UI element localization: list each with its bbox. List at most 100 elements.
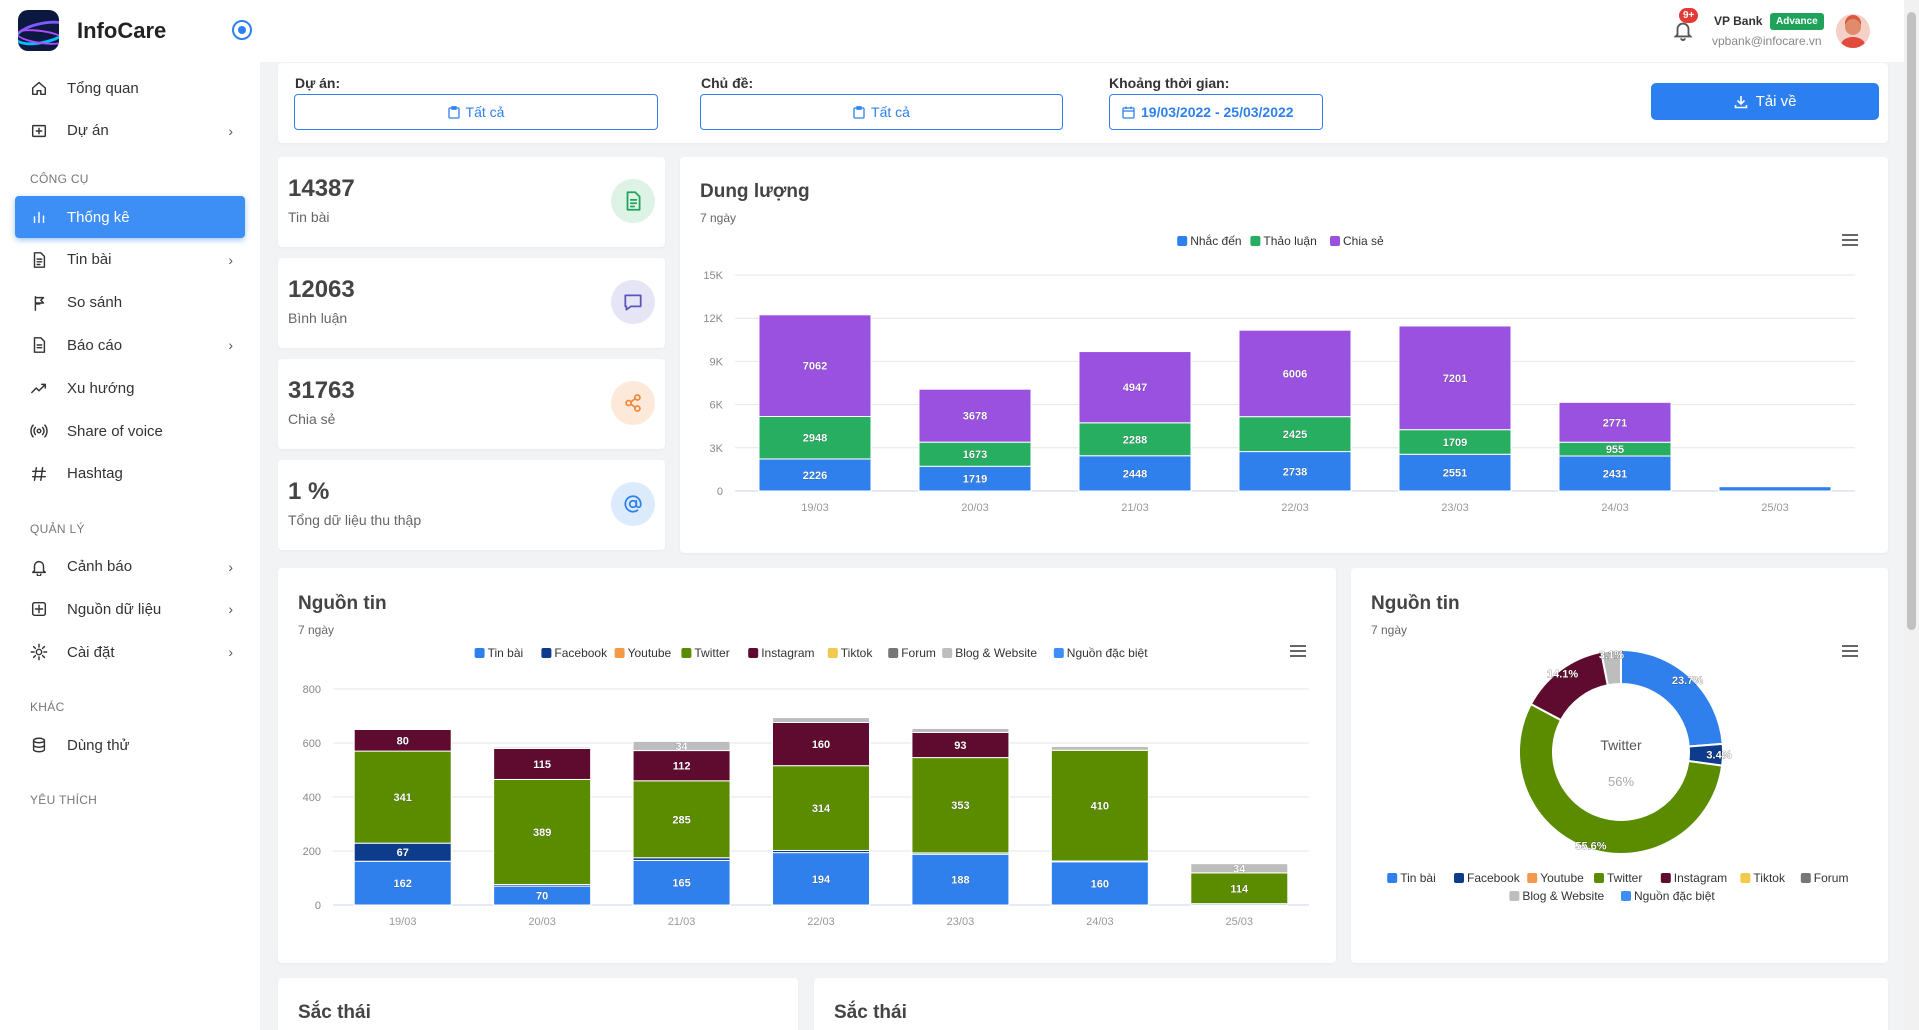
- data-label: 2226: [803, 470, 827, 482]
- donut-center-value: 56%: [1608, 774, 1634, 789]
- date-range-picker[interactable]: 19/03/2022 - 25/03/2022: [1109, 94, 1323, 130]
- bar-segment: [1190, 872, 1289, 905]
- sidebar-item-nguon-du-lieu[interactable]: Nguồn dữ liệu ›: [15, 588, 245, 630]
- download-label: Tải về: [1755, 93, 1797, 110]
- sidebar-item-hashtag[interactable]: Hashtag: [15, 453, 245, 495]
- x-tick-label: 20/03: [961, 502, 989, 514]
- chevron-right-icon: ›: [228, 337, 233, 354]
- bar-segment: [632, 780, 731, 859]
- legend-swatch: [1509, 891, 1520, 901]
- x-tick-label: 23/03: [1441, 502, 1469, 514]
- chart-menu-icon[interactable]: [1290, 645, 1306, 657]
- legend-item: Twitter: [1607, 871, 1642, 885]
- stat-value: 14387: [288, 175, 355, 202]
- section-label-khac: KHÁC: [30, 700, 65, 714]
- user-name[interactable]: VP Bank: [1714, 14, 1763, 28]
- data-label: 285: [672, 814, 690, 826]
- stat-value: 31763: [288, 377, 355, 404]
- compare-icon: [29, 293, 49, 313]
- data-label: 194: [812, 874, 831, 886]
- data-label: 2948: [803, 433, 827, 445]
- legend-item: Tin bài: [488, 646, 524, 660]
- chart-menu-icon[interactable]: [1842, 645, 1858, 657]
- data-label: 188: [951, 875, 969, 887]
- legend-swatch: [827, 648, 838, 658]
- bar-segment: [911, 727, 1010, 733]
- bar-segment: [493, 778, 592, 885]
- bar-segment: [1078, 422, 1192, 457]
- sidebar-item-canh-bao[interactable]: Cảnh báo ›: [15, 546, 245, 588]
- data-label: 80: [397, 735, 409, 747]
- data-label: 2288: [1123, 434, 1147, 446]
- bar-segment: [1398, 325, 1512, 431]
- bar-segment: [632, 740, 731, 752]
- sentiment-title: Sắc thái: [298, 1002, 371, 1023]
- sidebar-item-label: Thống kê: [67, 208, 130, 226]
- chart-menu-icon[interactable]: [1842, 234, 1858, 246]
- sidebar-item-label: Hashtag: [67, 465, 123, 483]
- data-label: 2771: [1603, 417, 1627, 429]
- project-select[interactable]: Tất cả: [294, 94, 658, 130]
- sidebar-item-tin-bai[interactable]: Tin bài ›: [15, 239, 245, 281]
- bar-segment: [1398, 429, 1512, 455]
- download-button[interactable]: Tải về: [1651, 83, 1879, 120]
- sidebar-toggle-icon[interactable]: [232, 20, 252, 40]
- avatar[interactable]: [1836, 14, 1870, 48]
- legend-swatch: [1527, 873, 1538, 883]
- legend-swatch: [1387, 873, 1398, 883]
- sidebar-item-thong-ke[interactable]: Thống kê: [15, 196, 245, 238]
- sidebar-item-bao-cao[interactable]: Báo cáo ›: [15, 324, 245, 366]
- gear-icon: [29, 642, 49, 662]
- scrollbar-thumb[interactable]: [1907, 12, 1916, 630]
- y-tick-label: 12K: [703, 313, 723, 325]
- document-icon: [611, 179, 655, 223]
- bar-segment: [1238, 451, 1352, 492]
- bar-segment: [772, 717, 870, 723]
- stat-card: 12063 Bình luận: [278, 258, 665, 348]
- legend-item: Tiktok: [841, 646, 874, 660]
- sidebar-item-label: Tin bài: [67, 251, 112, 269]
- home-icon: [29, 78, 49, 98]
- sidebar-item-so-sanh[interactable]: So sánh: [15, 282, 245, 324]
- topic-select[interactable]: Tất cả: [700, 94, 1063, 130]
- sidebar-item-tong-quan[interactable]: Tổng quan: [15, 67, 245, 109]
- calendar-icon: [1122, 106, 1135, 119]
- legend-item: Youtube: [1540, 871, 1584, 885]
- legend-swatch: [1177, 236, 1188, 246]
- data-label: 389: [533, 827, 551, 839]
- data-label: 353: [951, 800, 969, 812]
- brand[interactable]: InfoCare: [18, 10, 166, 51]
- sidebar-item-du-an[interactable]: Dự án ›: [15, 110, 245, 152]
- clipboard-icon: [447, 105, 460, 119]
- slice-label: 55.6%: [1575, 840, 1606, 852]
- stat-label: Chia sẻ: [288, 411, 336, 427]
- data-label: 6006: [1283, 368, 1307, 380]
- bar-segment: [911, 853, 1010, 906]
- legend-swatch: [1594, 873, 1604, 883]
- slice-label: 3.1%: [1599, 649, 1624, 661]
- legend-swatch: [1800, 873, 1811, 883]
- stat-value: 1 %: [288, 478, 330, 505]
- bar-segment: [918, 388, 1032, 443]
- x-tick-label: 24/03: [1086, 916, 1114, 928]
- x-tick-label: 19/03: [389, 916, 417, 928]
- sidebar-item-dung-thu[interactable]: Dùng thử: [15, 724, 245, 766]
- sidebar-item-cai-dat[interactable]: Cài đặt ›: [15, 631, 245, 673]
- y-tick-label: 9K: [710, 356, 724, 368]
- legend-swatch: [1454, 873, 1464, 883]
- bar-segment: [1050, 749, 1149, 862]
- x-tick-label: 20/03: [528, 916, 556, 928]
- sidebar: InfoCare Tổng quan Dự án › CÔNG CỤ Thống kê T…: [0, 0, 260, 1030]
- data-label: 1719: [963, 474, 987, 486]
- page-scrollbar[interactable]: [1904, 0, 1919, 1030]
- user-email: vpbank@infocare.vn: [1712, 34, 1822, 48]
- sidebar-item-xu-huong[interactable]: Xu hướng: [15, 367, 245, 409]
- chevron-right-icon: ›: [228, 122, 233, 139]
- x-tick-label: 22/03: [807, 916, 835, 928]
- sidebar-item-label: Nguồn dữ liệu: [67, 600, 162, 618]
- sidebar-item-share-of-voice[interactable]: Share of voice: [15, 410, 245, 452]
- legend-item: Instagram: [1674, 871, 1727, 885]
- bell-icon[interactable]: [1672, 18, 1694, 42]
- data-label: 341: [394, 792, 412, 804]
- data-label: 115: [533, 759, 551, 771]
